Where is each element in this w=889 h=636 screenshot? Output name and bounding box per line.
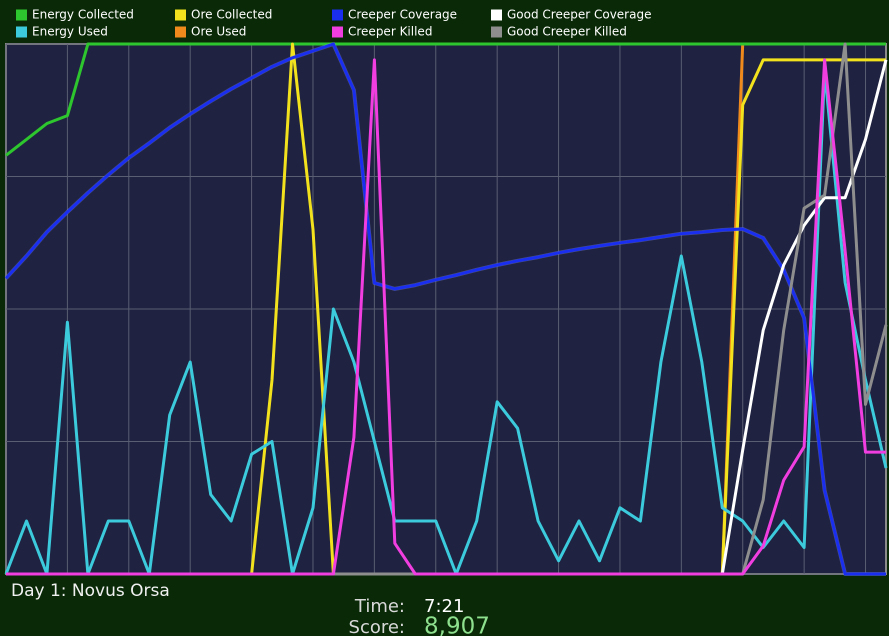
- legend-label: Ore Used: [191, 25, 246, 39]
- legend-label: Creeper Coverage: [348, 8, 457, 22]
- series-line: [4, 69, 888, 576]
- legend-label: Energy Collected: [32, 8, 134, 22]
- legend-swatch: [16, 9, 27, 21]
- series-line: [6, 58, 886, 576]
- legend-swatch: [332, 26, 343, 38]
- legend-swatch: [491, 26, 502, 38]
- legend: Energy Collected Energy Used Ore Collected…: [16, 8, 651, 39]
- series-line: [4, 42, 886, 576]
- score-value: 8,907: [424, 614, 490, 636]
- score-label: Score:: [349, 617, 405, 636]
- legend-label: Good Creeper Coverage: [507, 8, 651, 22]
- series-line: [5, 42, 886, 157]
- legend-swatch: [16, 26, 27, 38]
- legend-label: Creeper Killed: [348, 25, 432, 39]
- legend-swatch: [175, 26, 186, 38]
- day-label: Day 1: Novus Orsa: [11, 581, 170, 601]
- time-label: Time:: [354, 596, 405, 617]
- legend-swatch: [491, 9, 502, 21]
- legend-label: Energy Used: [32, 25, 108, 39]
- legend-swatch: [175, 9, 186, 21]
- legend-label: Good Creeper Killed: [507, 25, 627, 39]
- lines: [4, 42, 888, 576]
- legend-swatch: [332, 9, 343, 21]
- time-value: 7:21: [424, 596, 464, 617]
- legend-label: Ore Collected: [191, 8, 272, 22]
